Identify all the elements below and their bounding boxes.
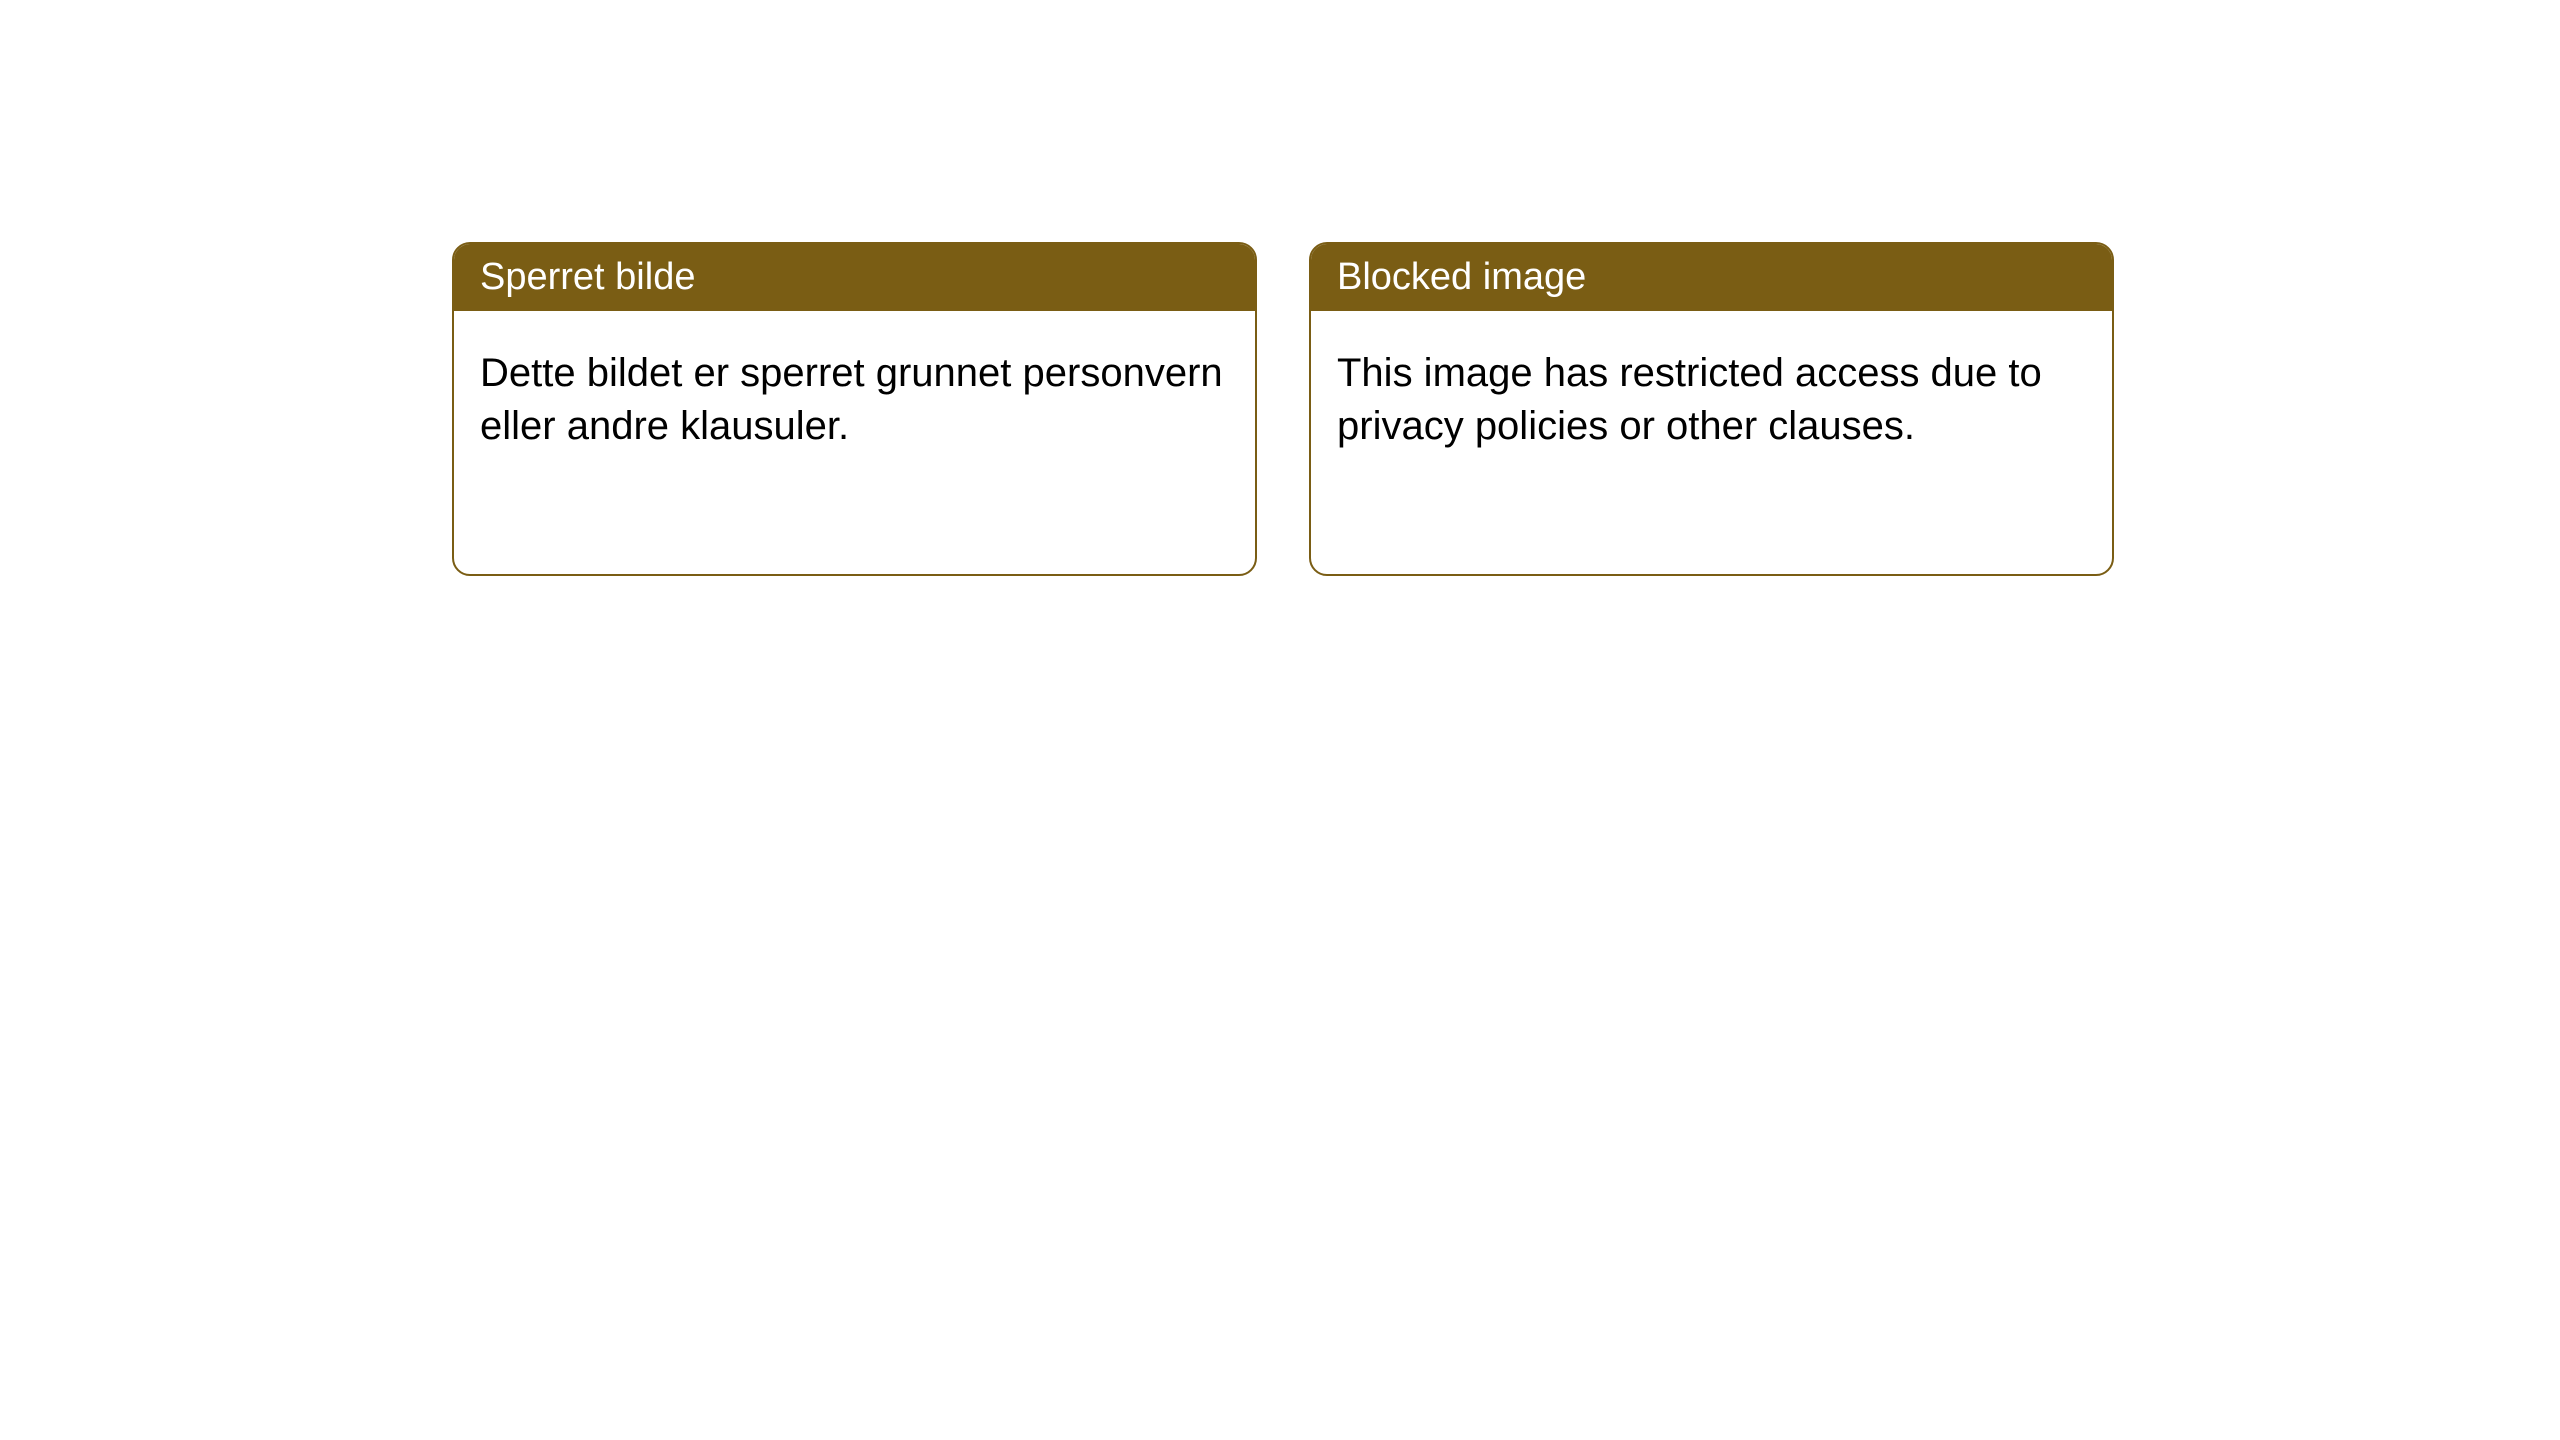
- blocked-image-cards: Sperret bilde Dette bildet er sperret gr…: [452, 242, 2114, 576]
- card-body-text: This image has restricted access due to …: [1337, 351, 2042, 448]
- card-body-text: Dette bildet er sperret grunnet personve…: [480, 351, 1223, 448]
- card-body: Dette bildet er sperret grunnet personve…: [454, 311, 1255, 489]
- card-title: Sperret bilde: [480, 256, 695, 298]
- blocked-card-english: Blocked image This image has restricted …: [1309, 242, 2114, 576]
- card-header: Blocked image: [1311, 244, 2112, 311]
- card-title: Blocked image: [1337, 256, 1586, 298]
- card-body: This image has restricted access due to …: [1311, 311, 2112, 489]
- card-header: Sperret bilde: [454, 244, 1255, 311]
- blocked-card-norwegian: Sperret bilde Dette bildet er sperret gr…: [452, 242, 1257, 576]
